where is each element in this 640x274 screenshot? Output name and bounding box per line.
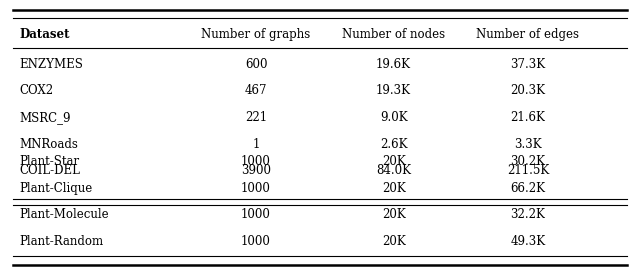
Text: 1: 1	[252, 138, 260, 151]
Text: 49.3K: 49.3K	[511, 235, 545, 248]
Text: 20K: 20K	[381, 235, 406, 248]
Text: 467: 467	[244, 84, 268, 98]
Text: Plant-Clique: Plant-Clique	[19, 182, 92, 195]
Text: 1000: 1000	[241, 155, 271, 168]
Text: MSRC_9: MSRC_9	[19, 111, 70, 124]
Text: MNRoads: MNRoads	[19, 138, 78, 151]
Text: Number of nodes: Number of nodes	[342, 28, 445, 41]
Text: 32.2K: 32.2K	[511, 208, 545, 221]
Text: 84.0K: 84.0K	[376, 164, 411, 177]
Text: COX2: COX2	[19, 84, 53, 98]
Text: 1000: 1000	[241, 208, 271, 221]
Text: 20K: 20K	[381, 182, 406, 195]
Text: 20K: 20K	[381, 155, 406, 168]
Text: ENZYMES: ENZYMES	[19, 58, 83, 71]
Text: Number of graphs: Number of graphs	[202, 28, 310, 41]
Text: 211.5K: 211.5K	[507, 164, 549, 177]
Text: 37.3K: 37.3K	[511, 58, 545, 71]
Text: 20.3K: 20.3K	[511, 84, 545, 98]
Text: 30.2K: 30.2K	[511, 155, 545, 168]
Text: 20K: 20K	[381, 208, 406, 221]
Text: 221: 221	[245, 111, 267, 124]
Text: 1000: 1000	[241, 182, 271, 195]
Text: 9.0K: 9.0K	[380, 111, 408, 124]
Text: 1000: 1000	[241, 235, 271, 248]
Text: COIL-DEL: COIL-DEL	[19, 164, 80, 177]
Text: Plant-Molecule: Plant-Molecule	[19, 208, 109, 221]
Text: Dataset: Dataset	[19, 28, 70, 41]
Text: Plant-Star: Plant-Star	[19, 155, 79, 168]
Text: 3900: 3900	[241, 164, 271, 177]
Text: 66.2K: 66.2K	[511, 182, 545, 195]
Text: 3.3K: 3.3K	[514, 138, 542, 151]
Text: 19.6K: 19.6K	[376, 58, 411, 71]
Text: 21.6K: 21.6K	[511, 111, 545, 124]
Text: 2.6K: 2.6K	[380, 138, 407, 151]
Text: 600: 600	[244, 58, 268, 71]
Text: Number of edges: Number of edges	[477, 28, 579, 41]
Text: 19.3K: 19.3K	[376, 84, 411, 98]
Text: Plant-Random: Plant-Random	[19, 235, 103, 248]
